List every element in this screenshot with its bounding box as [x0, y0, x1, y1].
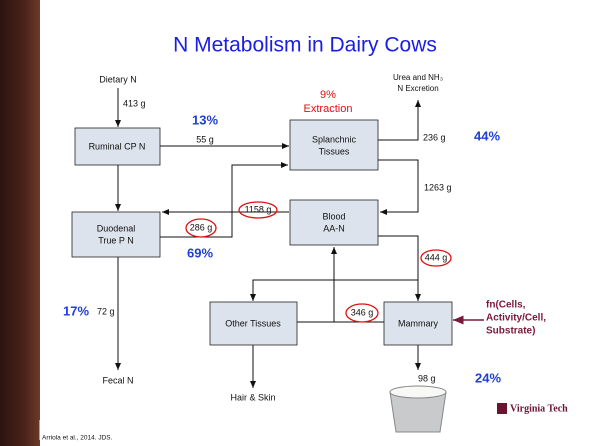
node-label: AA-N [323, 223, 345, 233]
extraction: Extraction [304, 103, 353, 115]
regulation: Substrate) [486, 326, 535, 337]
flow-label: 1263 g [424, 182, 452, 192]
node-label: Splanchnic [312, 134, 357, 144]
extraction: 9% [320, 89, 336, 101]
title: N Metabolism in Dairy Cows [173, 34, 437, 57]
side-strip [0, 0, 40, 446]
percentage: 69% [187, 245, 213, 260]
terminal: N Excretion [397, 84, 438, 93]
logo: Virginia Tech [495, 400, 568, 418]
percentage: 24% [475, 370, 501, 385]
flow-label: 286 g [190, 222, 213, 232]
flow-label: 55 g [196, 134, 214, 144]
milk-bucket [390, 386, 446, 432]
citation: Arriola et al., 2014. JDS. [42, 435, 113, 442]
flow-label: 346 g [351, 307, 374, 317]
node-label: Blood [322, 211, 345, 221]
slide: N Metabolism in Dairy Cows Ruminal CP N … [0, 0, 592, 446]
node-label: Ruminal CP N [89, 141, 146, 151]
flow-label: 1158 g [245, 204, 272, 214]
percentage: 13% [192, 112, 218, 127]
logo-text: Virginia Tech [510, 403, 568, 414]
flow-label: 236 g [423, 132, 446, 142]
node-label: Other Tissues [225, 318, 281, 328]
terminal: Hair & Skin [230, 392, 275, 402]
flow-label: 413 g [123, 98, 146, 108]
terminal: Fecal N [102, 375, 133, 385]
node-label: Duodenal [97, 223, 136, 233]
percentage: 17% [63, 303, 89, 318]
node-label: Tissues [319, 146, 350, 156]
flow-label: 72 g [97, 306, 115, 316]
terminal: Urea and NH₃ [393, 73, 443, 82]
node-label: True P N [98, 235, 134, 245]
node-label: Mammary [398, 318, 438, 328]
flow-label: 444 g [425, 252, 448, 262]
regulation: Activity/Cell, [486, 313, 546, 324]
terminal: Dietary N [99, 74, 137, 84]
flow-label: 98 g [418, 373, 436, 383]
percentage: 44% [474, 128, 500, 143]
regulation: fn(Cells, [486, 300, 526, 311]
